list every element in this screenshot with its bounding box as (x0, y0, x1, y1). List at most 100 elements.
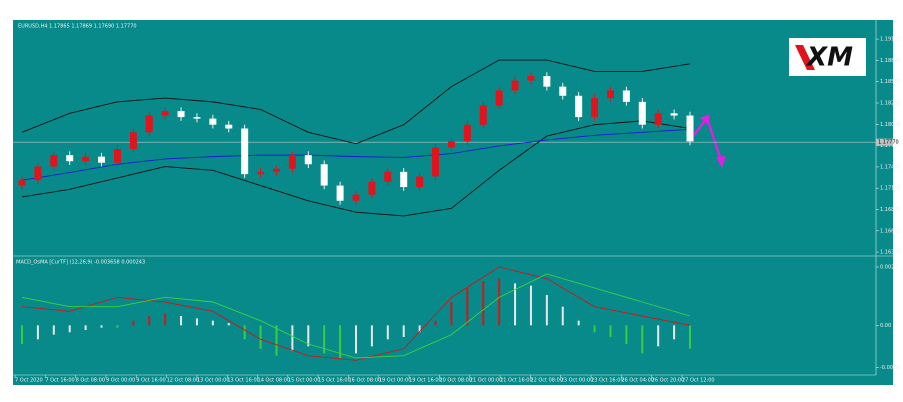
indicator-line (21, 273, 691, 359)
candle-body (559, 86, 567, 96)
x-tick-label: 16 Oct 08:00 (349, 378, 382, 384)
price-header: EURUSD,H4 1.17865 1.17869 1.17690 1.1777… (18, 24, 137, 30)
macd-header: MACD_OsMA [CurTF] (12,26,9) -0.003658 0.… (16, 260, 145, 266)
candle-body (511, 80, 519, 91)
candle-body (288, 155, 296, 169)
candle-body (193, 117, 201, 119)
histogram-bar (307, 325, 310, 347)
x-tick-label: 21 Oct 16:00 (500, 378, 533, 384)
xm-logo: XM (789, 38, 866, 76)
histogram-bar (450, 302, 453, 326)
histogram-bar (291, 325, 294, 351)
histogram-bar (545, 295, 548, 326)
candle-body (161, 110, 169, 116)
x-tick-label: 26 Oct 20:00 (652, 378, 685, 384)
candle-body (272, 168, 280, 172)
histogram-bar (577, 320, 580, 326)
x-tick-label: 19 Oct 00:00 (379, 378, 412, 384)
candle-body (113, 149, 121, 163)
histogram-bar (68, 325, 71, 333)
candle-body (209, 118, 217, 125)
candle-body (129, 132, 137, 150)
candle-body (304, 155, 312, 165)
x-tick-label: 19 Oct 16:00 (409, 378, 442, 384)
candle-body (463, 124, 471, 142)
candle-body (416, 176, 424, 188)
x-tick-label: 23 Oct 16:00 (591, 378, 624, 384)
chart-background (13, 20, 893, 385)
histogram-bar (275, 325, 278, 356)
forecast-arrow (689, 114, 726, 168)
x-tick-label: 21 Oct 00:00 (470, 378, 503, 384)
candle-body (686, 115, 694, 142)
x-tick-label: 15 Oct 00:00 (288, 378, 321, 384)
x-tick-label: 8 Oct 08:00 (76, 378, 105, 384)
histogram-bar (148, 316, 151, 326)
x-tick-label: 9 Oct 16:00 (136, 378, 165, 384)
histogram-bar (211, 320, 214, 326)
histogram-bar (498, 278, 501, 326)
histogram-bar (36, 325, 39, 340)
candle-body (638, 101, 646, 125)
candle-body (622, 90, 630, 102)
histogram-bar (370, 325, 373, 347)
y-tick-label: 1.16325 (880, 250, 901, 256)
histogram-bar (164, 313, 167, 326)
histogram-bar (243, 325, 246, 340)
y-tick-label: -0.0018 (880, 365, 899, 371)
last-price-box (876, 138, 893, 146)
x-tick-label: 13 Oct 16:00 (227, 378, 260, 384)
candle-body (257, 171, 265, 175)
y-tick-label: 0.0025 (880, 265, 898, 271)
histogram-bar (402, 325, 405, 337)
y-tick-label: 1.16885 (880, 207, 901, 213)
logo-text: XM (805, 43, 853, 73)
histogram-bar (323, 325, 326, 354)
x-tick-label: 15 Oct 16:00 (318, 378, 351, 384)
y-tick-label: 1.18285 (880, 101, 901, 107)
y-tick-label: 1.19125 (880, 37, 901, 43)
y-tick-label: 1.17165 (880, 186, 901, 192)
histogram-bar (609, 325, 612, 337)
x-tick-label: 14 Oct 08:00 (258, 378, 291, 384)
histogram-bar (52, 325, 55, 335)
histogram-bar (689, 325, 691, 349)
x-tick-label: 26 Oct 04:00 (621, 378, 654, 384)
candle-body (241, 128, 249, 175)
x-tick-label: 9 Oct 00:00 (106, 378, 135, 384)
histogram-bar (593, 325, 596, 333)
candle-body (479, 105, 487, 125)
histogram-bar (195, 318, 198, 326)
x-tick-label: 7 Oct 2020 (15, 378, 43, 384)
indicator-line (21, 120, 691, 217)
histogram-bar (339, 325, 342, 358)
indicator-line (21, 266, 691, 361)
histogram-bar (132, 320, 135, 326)
histogram-bar (386, 325, 389, 340)
candle-body (336, 185, 344, 201)
x-tick-label: 12 Oct 08:00 (167, 378, 200, 384)
x-tick-label: 7 Oct 16:00 (45, 378, 74, 384)
candle-body (352, 194, 360, 201)
histogram-bar (466, 288, 469, 326)
histogram-bar (673, 325, 676, 340)
candle-body (654, 113, 662, 125)
candle-body (575, 95, 583, 118)
y-tick-label: 1.18005 (880, 122, 901, 128)
candle-body (177, 110, 185, 118)
y-tick-label: 1.18565 (880, 79, 901, 85)
candle-body (368, 181, 376, 195)
candle-body (34, 166, 42, 181)
histogram-bar (514, 283, 517, 326)
y-tick-label: 1.17445 (880, 164, 901, 170)
y-tick-label: 1.16605 (880, 228, 901, 234)
last-price-label: 1.17770 (878, 140, 899, 146)
histogram-bar (116, 325, 119, 328)
histogram-bar (84, 325, 87, 330)
candle-body (225, 124, 233, 129)
histogram-bar (227, 323, 230, 326)
histogram-bar (434, 320, 437, 326)
histogram-bar (657, 325, 660, 347)
